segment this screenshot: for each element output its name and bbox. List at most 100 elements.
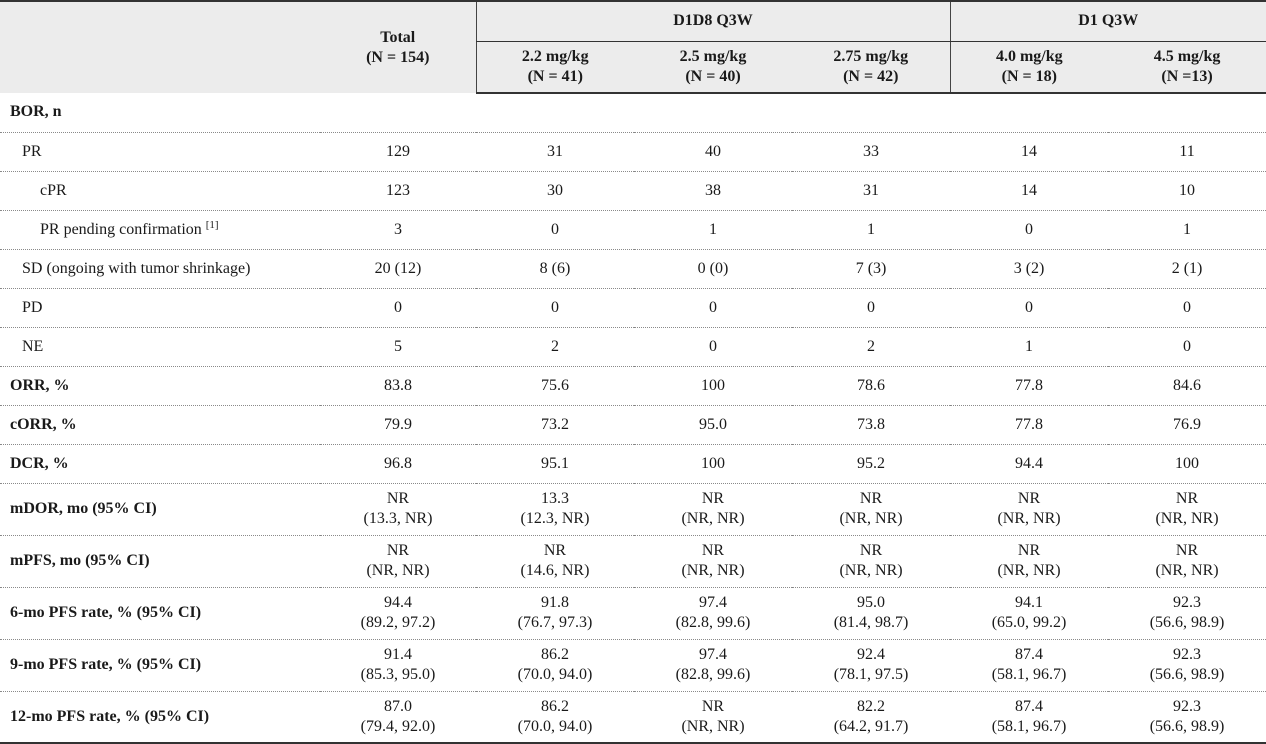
cell-value: 100 — [701, 376, 725, 394]
cell-value: NR — [701, 490, 725, 507]
row-label-text: PR — [22, 142, 42, 160]
header-dose-4: 4.5 mg/kg (N =13) — [1108, 41, 1266, 94]
value-cell: 11 — [1108, 132, 1266, 171]
row-label: cORR, % — [0, 405, 320, 444]
cell-value: NR — [1017, 490, 1041, 507]
cell-ci: (78.1, 97.5) — [833, 666, 909, 683]
cell-ci: (85.3, 95.0) — [360, 666, 436, 683]
value-cell: 94.1 (65.0, 99.2) — [950, 587, 1108, 639]
value-cell: 96.8 — [320, 444, 476, 483]
header-corner-cell — [0, 0, 320, 93]
cell-ci: (58.1, 96.7) — [991, 666, 1067, 683]
cell-value: 73.8 — [857, 415, 886, 433]
cell-value: 40 — [705, 142, 721, 160]
value-cell: 3 — [320, 210, 476, 249]
value-cell: 95.0 (81.4, 98.7) — [792, 587, 950, 639]
cell-value: 96.8 — [384, 454, 412, 472]
header-dose-n: (N =13) — [1161, 67, 1213, 85]
value-cell: NR (NR, NR) — [634, 483, 792, 535]
cell-value: 0 — [1183, 298, 1192, 316]
value-cell: 86.2 (70.0, 94.0) — [476, 639, 634, 691]
value-cell: 33 — [792, 132, 950, 171]
row-label-text: 12-mo PFS rate, % (95% CI) — [10, 707, 210, 725]
cell-value: 0 — [551, 220, 559, 238]
value-cell: 1 — [950, 327, 1108, 366]
value-cell: 78.6 — [792, 366, 950, 405]
cell-value: 10 — [1179, 181, 1196, 199]
cell-value: 20 (12) — [374, 259, 422, 277]
table-header: Total (N = 154) D1D8 Q3W D1 Q3W 2.2 mg/kg… — [0, 0, 1266, 94]
value-cell: NR (NR, NR) — [792, 483, 950, 535]
value-cell: 0 — [476, 210, 634, 249]
value-cell: NR (NR, NR) — [950, 535, 1108, 587]
value-cell: 94.4 — [950, 444, 1108, 483]
cell-ci: (NR, NR) — [839, 562, 903, 579]
row-label: 9-mo PFS rate, % (95% CI) — [0, 639, 320, 691]
value-cell: NR (NR, NR) — [1108, 483, 1266, 535]
value-cell: 8 (6) — [476, 249, 634, 288]
cell-value: 92.3 — [1173, 697, 1202, 715]
row-label-text: 6-mo PFS rate, % (95% CI) — [10, 604, 202, 621]
cell-ci: (89.2, 97.2) — [360, 614, 436, 631]
value-cell: NR (NR, NR) — [634, 535, 792, 587]
cell-ci: (56.6, 98.9) — [1149, 717, 1225, 735]
cell-value: 0 — [551, 298, 559, 316]
value-cell: 30 — [476, 171, 634, 210]
cell-ci: (13.3, NR) — [363, 510, 433, 527]
value-cell: 100 — [634, 366, 792, 405]
cell-ci: (70.0, 94.0) — [517, 717, 593, 735]
value-cell: 129 — [320, 132, 476, 171]
header-group-0: D1D8 Q3W — [475, 0, 951, 42]
cell-ci: (NR, NR) — [681, 717, 745, 735]
header-dose-label: 2.75 mg/kg — [833, 47, 909, 65]
cell-ci: (70.0, 94.0) — [517, 666, 593, 683]
table-row: 9-mo PFS rate, % (95% CI) 91.4 (85.3, 95.0… — [0, 639, 1266, 691]
cell-ci: (14.6, NR) — [520, 562, 590, 579]
value-cell — [320, 93, 476, 132]
cell-value: 11 — [1179, 142, 1195, 160]
value-cell: 73.8 — [792, 405, 950, 444]
value-cell: 0 — [950, 288, 1108, 327]
value-cell: 0 — [320, 288, 476, 327]
cell-value: 84.6 — [1173, 376, 1202, 394]
cell-value: 0 — [1025, 298, 1034, 316]
cell-value: 87.4 — [1015, 697, 1044, 715]
table-row: BOR, n — [0, 93, 1266, 132]
row-label-text: 9-mo PFS rate, % (95% CI) — [10, 656, 202, 673]
table-row: 12-mo PFS rate, % (95% CI) 87.0 (79.4, 92.… — [0, 691, 1266, 743]
cell-value: 73.2 — [541, 415, 569, 433]
cell-value: 100 — [1175, 454, 1200, 472]
cell-value: 78.6 — [857, 376, 886, 394]
value-cell: 94.4 (89.2, 97.2) — [320, 587, 476, 639]
cell-value: 2 — [867, 337, 876, 355]
value-cell: 97.4 (82.8, 99.6) — [634, 587, 792, 639]
cell-value: 77.8 — [1015, 415, 1044, 433]
header-group-1: D1 Q3W — [949, 0, 1266, 42]
table-row: 6-mo PFS rate, % (95% CI) 94.4 (89.2, 97.2… — [0, 587, 1266, 639]
value-cell: 0 — [792, 288, 950, 327]
cell-value: 123 — [386, 181, 410, 199]
cell-value: 92.3 — [1173, 646, 1202, 663]
cell-ci: (NR, NR) — [1155, 510, 1219, 527]
value-cell: 97.4 (82.8, 99.6) — [634, 639, 792, 691]
cell-ci: (56.6, 98.9) — [1149, 666, 1225, 683]
cell-value: 75.6 — [541, 376, 569, 394]
cell-value: NR — [1175, 542, 1199, 559]
value-cell: 95.2 — [792, 444, 950, 483]
value-cell: 2 (1) — [1108, 249, 1266, 288]
value-cell: 0 — [1108, 288, 1266, 327]
value-cell: 73.2 — [476, 405, 634, 444]
cell-value: 1 — [1183, 220, 1192, 238]
value-cell — [950, 93, 1108, 132]
table-row: ORR, % 83.8 75.6 100 78.6 77.8 84.6 — [0, 366, 1266, 405]
header-total-title: Total — [380, 28, 416, 46]
value-cell: 0 — [634, 327, 792, 366]
cell-value: 94.1 — [1015, 594, 1044, 611]
header-dose-label: 4.0 mg/kg — [995, 47, 1063, 65]
cell-ci: (58.1, 96.7) — [991, 717, 1067, 735]
header-dose-n: (N = 18) — [1001, 67, 1057, 85]
cell-ci: (65.0, 99.2) — [991, 614, 1067, 631]
cell-value: 0 — [709, 298, 717, 316]
table-body: BOR, n PR 129 31 40 33 14 11 cPR 123 30 38 31 14 10 PR … — [0, 93, 1266, 743]
value-cell: NR (NR, NR) — [1108, 535, 1266, 587]
